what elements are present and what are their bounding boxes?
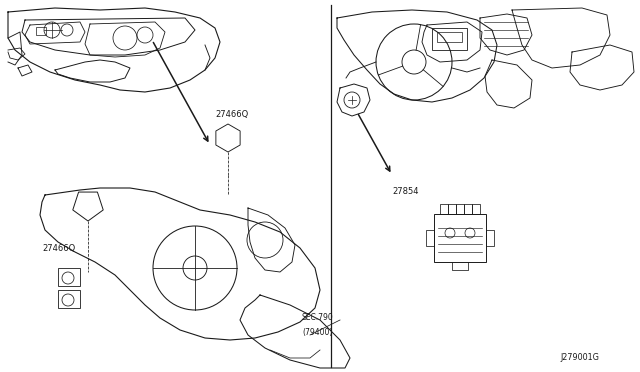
- Bar: [36, 27, 46, 35]
- Bar: [440, 204, 448, 214]
- Text: 27466Q: 27466Q: [42, 244, 76, 253]
- Bar: [426, 230, 434, 246]
- Text: 27466Q: 27466Q: [215, 110, 248, 119]
- Text: (79400): (79400): [302, 327, 332, 337]
- Text: SEC.790: SEC.790: [302, 314, 333, 323]
- Bar: [448, 204, 456, 214]
- Text: J279001G: J279001G: [560, 353, 599, 362]
- Bar: [432, 28, 467, 50]
- Bar: [434, 214, 486, 262]
- Bar: [437, 32, 462, 42]
- Bar: [58, 268, 80, 286]
- Bar: [464, 204, 472, 214]
- Bar: [456, 204, 464, 214]
- Bar: [58, 290, 80, 308]
- Bar: [472, 204, 480, 214]
- Text: 27854: 27854: [392, 187, 419, 196]
- Bar: [486, 230, 494, 246]
